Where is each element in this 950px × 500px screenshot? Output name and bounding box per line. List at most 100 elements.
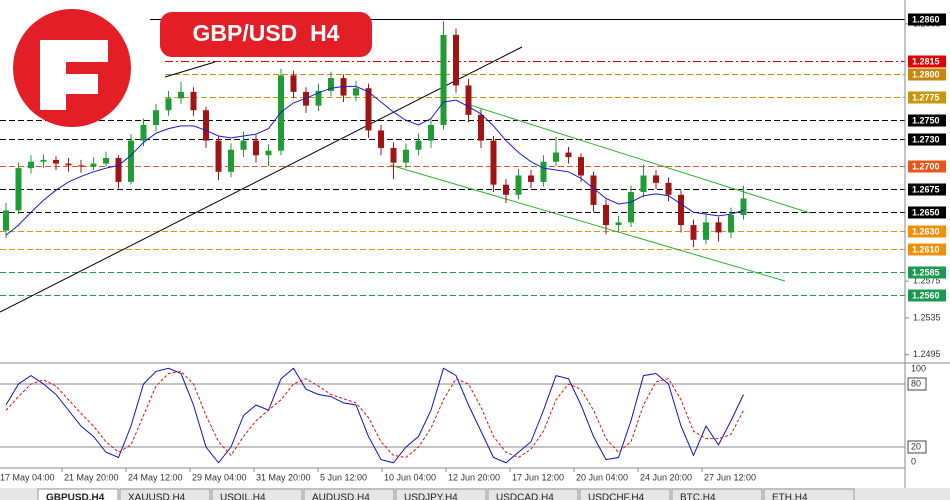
channel-upper <box>469 104 811 214</box>
level-badge <box>908 13 946 26</box>
tab[interactable] <box>119 488 211 500</box>
tab[interactable] <box>671 488 763 500</box>
candle-body <box>528 175 534 182</box>
candle-body <box>40 159 47 162</box>
x-tick-label: 24 May 12:00 <box>128 472 183 482</box>
candle-body <box>290 75 297 92</box>
level-label: 1.2800 <box>912 69 940 79</box>
stoch-tick-label: 0 <box>911 456 916 466</box>
x-tick-label: 20 Jun 04:00 <box>576 472 628 482</box>
stoch-tick-label: 20 <box>911 441 921 451</box>
level-badge <box>908 160 946 173</box>
candle-body <box>390 147 397 163</box>
stoch-d <box>5 370 744 459</box>
candle-body <box>603 204 609 226</box>
candle-body <box>503 184 509 195</box>
candle-body <box>78 165 84 167</box>
candle-body <box>478 114 484 141</box>
candle-body <box>165 98 172 111</box>
tab[interactable] <box>303 488 395 500</box>
logo-mark <box>40 40 108 110</box>
candle-body <box>728 214 734 233</box>
candle-body <box>415 140 422 150</box>
stoch-k <box>5 367 744 464</box>
tab[interactable] <box>487 488 579 500</box>
tab-label[interactable]: ETH,H4 <box>772 493 808 500</box>
tab[interactable] <box>395 488 487 500</box>
x-tick-label: 10 Jun 04:00 <box>384 472 436 482</box>
candle-body <box>178 91 184 99</box>
level-badge <box>908 68 946 81</box>
tab-label[interactable]: AUDUSD,H4 <box>312 493 370 500</box>
candle-body <box>140 124 147 141</box>
trend-line <box>0 46 523 313</box>
tab[interactable] <box>763 488 855 500</box>
level-label: 1.2775 <box>912 92 940 102</box>
tab-label[interactable]: USDCHF,H4 <box>588 493 645 500</box>
candle-body <box>3 210 9 231</box>
candle-body <box>353 88 359 96</box>
logo <box>13 9 131 127</box>
y-tick-label: 1.2575 <box>913 276 941 286</box>
drawings <box>0 46 811 313</box>
candle-body <box>278 75 284 151</box>
stoch-tick-label: 80 <box>911 378 921 388</box>
candle-body <box>440 34 447 125</box>
candle-body <box>365 88 372 131</box>
candle-body <box>203 110 209 141</box>
x-tick-label: 17 May 04:00 <box>0 472 55 482</box>
level-label: 1.2860 <box>912 14 940 24</box>
candle-body <box>578 157 584 176</box>
candle-body <box>15 168 22 211</box>
level-layer: 1.28551.25751.25351.24951.28601.28151.28… <box>0 13 946 359</box>
tab-label[interactable]: GBPUSD,H4 <box>46 493 105 500</box>
candle-body <box>703 222 709 240</box>
candle-body <box>240 140 247 150</box>
candle-body <box>590 175 597 205</box>
level-label: 1.2815 <box>912 56 940 66</box>
tab[interactable] <box>211 488 303 500</box>
candle-body <box>28 161 34 169</box>
tab[interactable] <box>579 488 671 500</box>
candle-body <box>103 158 109 164</box>
level-label: 1.2700 <box>912 161 940 171</box>
level-label: 1.2650 <box>912 207 940 217</box>
candle-body <box>465 85 472 115</box>
candle-body <box>653 175 659 183</box>
level-badge <box>908 183 946 196</box>
tab[interactable] <box>37 488 119 500</box>
x-tick-label: 21 May 20:00 <box>64 472 119 482</box>
candle-body <box>628 192 634 223</box>
candle-body <box>678 194 684 226</box>
candle-body <box>90 163 97 167</box>
candle-body <box>253 140 259 156</box>
level-label: 1.2610 <box>912 244 940 254</box>
x-tick-label: 31 May 20:00 <box>256 472 311 482</box>
stochastic-panel: 100 80 20 0 <box>0 363 927 466</box>
trend-line <box>164 61 216 78</box>
level-badge <box>908 243 946 256</box>
level-badge <box>908 114 946 127</box>
tick-box <box>907 377 927 391</box>
candle-body <box>490 140 497 185</box>
tab-label[interactable]: USDCAD,H4 <box>496 493 554 500</box>
moving-average <box>5 85 744 236</box>
candle-body <box>378 130 384 148</box>
candle-body <box>515 175 522 195</box>
tab-label[interactable]: USDJPY,H4 <box>404 493 458 500</box>
y-tick-label: 1.2495 <box>913 349 941 359</box>
candle-body <box>215 140 222 172</box>
level-label: 1.2730 <box>912 134 940 144</box>
candle-body <box>53 159 59 164</box>
tab-label[interactable]: XAUUSD,H4 <box>128 493 186 500</box>
candle-body <box>428 124 434 141</box>
level-badge <box>908 91 946 104</box>
x-tick-label: 12 Jun 20:00 <box>448 472 500 482</box>
candle-body <box>153 110 159 125</box>
x-axis: 17 May 04:00 21 May 20:00 24 May 12:00 29 M… <box>0 468 756 482</box>
x-tick-label: 5 Jun 12:00 <box>320 472 367 482</box>
candle-body <box>615 222 622 226</box>
tab-label[interactable]: BTC,H4 <box>680 493 716 500</box>
tab-label[interactable]: USOIL,H4 <box>220 493 266 500</box>
